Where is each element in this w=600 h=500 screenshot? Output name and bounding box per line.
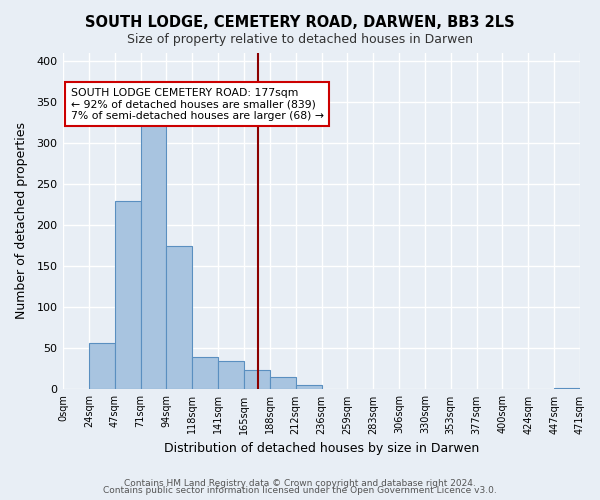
Text: SOUTH LODGE CEMETERY ROAD: 177sqm
← 92% of detached houses are smaller (839)
7% : SOUTH LODGE CEMETERY ROAD: 177sqm ← 92% … — [71, 88, 324, 121]
Bar — [166, 246, 192, 388]
Bar — [89, 343, 115, 388]
Bar — [192, 357, 218, 388]
Text: SOUTH LODGE, CEMETERY ROAD, DARWEN, BB3 2LS: SOUTH LODGE, CEMETERY ROAD, DARWEN, BB3 … — [85, 15, 515, 30]
Text: Contains HM Land Registry data © Crown copyright and database right 2024.: Contains HM Land Registry data © Crown c… — [124, 478, 476, 488]
Bar — [140, 119, 166, 388]
Text: Contains public sector information licensed under the Open Government Licence v3: Contains public sector information licen… — [103, 486, 497, 495]
Text: Size of property relative to detached houses in Darwen: Size of property relative to detached ho… — [127, 32, 473, 46]
Bar — [270, 378, 296, 388]
Bar — [296, 384, 322, 388]
X-axis label: Distribution of detached houses by size in Darwen: Distribution of detached houses by size … — [164, 442, 479, 455]
Y-axis label: Number of detached properties: Number of detached properties — [15, 122, 28, 319]
Bar — [218, 361, 244, 388]
Bar — [244, 370, 270, 388]
Bar — [115, 201, 140, 388]
